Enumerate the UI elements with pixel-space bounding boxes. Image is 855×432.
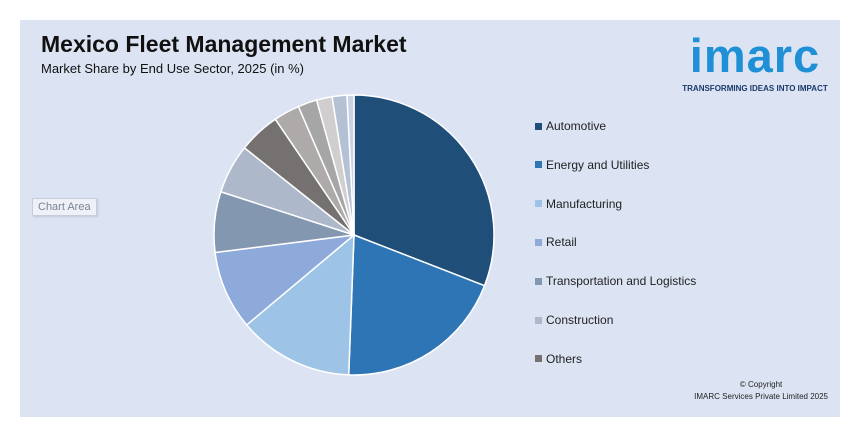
legend-item-retail[interactable]: Retail — [535, 234, 577, 250]
legend-item-automotive[interactable]: Automotive — [535, 118, 606, 134]
legend-label: Transportation and Logistics — [546, 274, 697, 289]
legend-item-energy-and-utilities[interactable]: Energy and Utilities — [535, 157, 649, 173]
legend-label: Others — [546, 351, 583, 366]
pie-slice-energy-and-utilities[interactable] — [347, 234, 486, 376]
legend-label: Automotive — [546, 119, 607, 133]
logo-wordmark: imarc — [689, 29, 821, 82]
pie-slice-retail[interactable] — [214, 234, 355, 326]
legend-swatch — [535, 122, 542, 130]
chart-title: Mexico Fleet Management Market — [41, 31, 407, 57]
legend-item-manufacturing[interactable]: Manufacturing — [535, 196, 622, 212]
legend-label: Energy and Utilities — [546, 157, 650, 172]
copyright-line-1: © Copyright — [739, 380, 783, 389]
legend-item-others[interactable]: Others — [535, 351, 582, 367]
chart-area-tooltip: Chart Area — [32, 198, 97, 216]
legend-swatch — [535, 277, 542, 285]
legend-item-construction[interactable]: Construction — [535, 312, 613, 328]
legend-swatch — [535, 238, 542, 246]
legend-label: Retail — [546, 235, 577, 250]
copyright-line-2: IMARC Services Private Limited 2025 — [694, 392, 828, 401]
legend-swatch — [535, 316, 542, 324]
copyright-notice: © Copyright IMARC Services Private Limit… — [694, 379, 828, 403]
chart-card: Mexico Fleet Management Market Market Sh… — [20, 20, 840, 417]
imarc-logo: imarc TRANSFORMING IDEAS INTO IMPACT — [675, 26, 835, 106]
pie-chart[interactable] — [20, 20, 840, 417]
legend-swatch — [535, 200, 542, 208]
legend-swatch — [535, 161, 542, 169]
pie-slice-automotive[interactable] — [353, 94, 495, 287]
chart-subtitle: Market Share by End Use Sector, 2025 (in… — [41, 61, 305, 76]
pie-slice-unlabeled-11[interactable] — [346, 94, 355, 236]
logo-tagline: TRANSFORMING IDEAS INTO IMPACT — [682, 84, 828, 93]
legend-swatch — [535, 355, 542, 363]
pie-slice-manufacturing[interactable] — [245, 234, 355, 376]
legend-label: Construction — [546, 313, 614, 327]
legend-label: Manufacturing — [546, 196, 623, 211]
legend-item-transportation-and-logistics[interactable]: Transportation and Logistics — [535, 273, 696, 289]
